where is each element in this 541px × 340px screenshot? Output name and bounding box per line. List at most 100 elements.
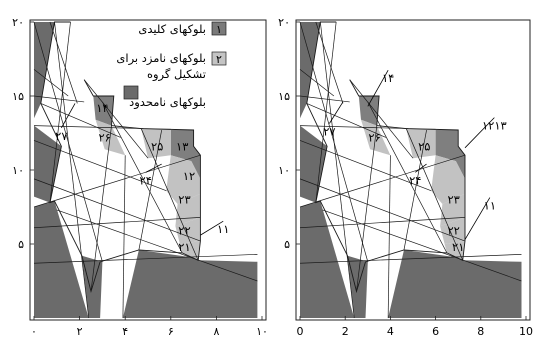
x-tick-label: ۶ [168,325,174,338]
callout-label: ۱۲۱۳ [482,119,507,133]
block-outline [40,21,201,294]
callout-leader [464,197,491,240]
legend-label-unbounded-blocks: بلوکهای نامحدود [129,95,206,110]
callout-label: ۲۷ [323,125,335,139]
legend-label-key-blocks: بلوکهای کلیدی [138,22,206,37]
fracture-trace [349,79,414,159]
fracture-trace [33,178,201,242]
unbounded-block [300,201,355,318]
callout-label: ۲۴ [409,173,421,187]
fracture-trace [299,125,409,129]
candidate-block [166,155,201,204]
x-tick-label: ۲ [77,325,83,338]
fracture-trace [299,140,432,192]
legend-swatch-unbounded-blocks [123,85,139,100]
fracture-trace [405,128,464,261]
block-label: ۱۲ [183,169,195,183]
x-tick-label: 2 [342,325,349,338]
fracture-trace [54,21,90,319]
fracture-trace [102,101,183,254]
y-tick-label: ۲۰ [278,16,290,29]
fracture-trace [33,154,201,208]
fracture-trace [90,125,112,292]
x-tick-label: ۸ [213,325,219,338]
unbounded-block [388,249,522,318]
fracture-traces [299,21,522,319]
callout-leader [415,163,427,173]
fracture-trace [33,95,85,103]
candidate-block [141,128,171,159]
candidate-block [440,217,465,244]
unbounded-block [34,22,55,119]
x-tick-label: 6 [432,325,439,338]
unbounded-block [300,22,321,119]
callout-leader [200,220,224,236]
key-block [93,96,114,126]
right-panel: 0 2 4 6 8 10 ۵ ۱۰ ۱۵ ۲۰ ۲۶ ۲۵ ۲۳ ۲۲ ۲۱ ۱۴ ۲۷ ۲۴ ۱۲۱۳ ۱۱ [278,16,533,338]
fracture-trace [33,254,258,264]
callout-leader [367,70,389,107]
fracture-trace [140,128,199,261]
fracture-trace [299,217,466,229]
candidate-block [406,128,436,159]
block-label: ۲۱ [178,240,190,254]
legend-swatch-candidate-blocks [211,51,227,66]
key-block [170,130,201,179]
fracture-trace [49,21,78,104]
block-label: ۲۳ [448,193,460,207]
block-label: ۱۴ [96,101,108,115]
y-tick-label: ۵ [18,238,24,251]
fracture-trace [40,103,121,138]
block-label: ۲۲ [178,224,190,238]
fracture-traces [33,21,258,319]
unbounded-block [34,125,62,203]
fracture-trace [33,69,69,97]
y-tick-label: ۱۰ [278,164,290,177]
block-label: ۱۳ [176,139,188,153]
callout-label: ۲۷ [55,129,67,143]
fracture-trace [403,129,427,250]
legend-swatch-key-blocks-number: ۱ [216,23,222,36]
fracture-trace [306,103,387,138]
legend-label-candidate-blocks: بلوکهای نامزد برای تشکیل گروه [116,51,206,82]
y-tick-label: ۲۰ [12,16,24,29]
callout-label: ۱۱ [217,222,229,236]
fracture-trace [33,140,167,192]
callout-label: ۲۴ [140,173,152,187]
callout-leader [145,163,162,173]
fracture-trace [299,69,335,97]
block-label: ۲۳ [178,193,190,207]
x-tick-label: 0 [297,325,304,338]
x-tick-label: ۰ [31,325,37,338]
x-tick-label: 4 [387,325,394,338]
legend-swatch-key-blocks [211,21,227,36]
x-tick-label: 8 [477,325,484,338]
y-tick-label: ۱۵ [12,90,24,103]
fracture-trace [299,154,466,208]
legend: ۱ بلوکهای کلیدی ۲ بلوکهای نامزد برای تشکی… [116,21,227,110]
legend-swatch-candidate-blocks-number: ۲ [216,53,222,66]
y-tick-label: ۵ [284,238,290,251]
y-tick-label: ۱۵ [278,90,290,103]
key-block [435,130,465,179]
callout-leader [61,103,76,129]
fracture-trace [122,155,126,319]
fracture-trace [56,209,258,282]
block-label: ۲۵ [418,139,430,153]
block-label: ۲۶ [368,130,380,144]
fracture-trace [322,209,522,282]
callout-label: ۱۱ [484,199,496,213]
fracture-trace [33,125,144,129]
key-block [358,96,380,126]
fracture-trace [49,21,71,203]
block-label: ۲۲ [448,224,460,238]
candidate-block [431,155,465,204]
block-label: ۲۵ [151,139,163,153]
fracture-trace [315,21,337,203]
x-tick-label: 10 [519,325,533,338]
callout-leader [464,117,495,149]
fracture-trace [299,254,522,264]
fracture-trace [138,129,163,250]
block-label: ۲۱ [452,240,464,254]
